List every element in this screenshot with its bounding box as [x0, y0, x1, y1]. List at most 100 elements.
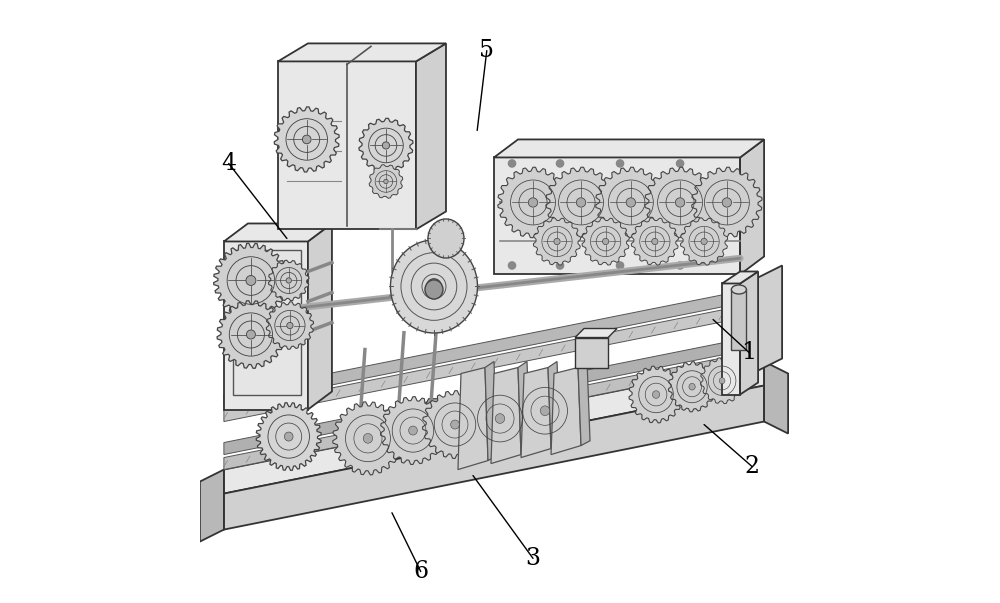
Text: 6: 6 [413, 560, 428, 583]
Polygon shape [692, 167, 762, 238]
Circle shape [508, 262, 516, 269]
Circle shape [287, 323, 293, 329]
Polygon shape [391, 412, 416, 421]
Polygon shape [278, 62, 416, 230]
Circle shape [554, 238, 560, 245]
Ellipse shape [719, 377, 725, 384]
Polygon shape [224, 286, 764, 406]
Polygon shape [416, 43, 446, 230]
Polygon shape [629, 366, 683, 423]
Circle shape [384, 179, 388, 184]
Circle shape [382, 142, 390, 149]
Polygon shape [214, 243, 288, 318]
Polygon shape [485, 362, 497, 461]
Polygon shape [200, 470, 224, 541]
Polygon shape [423, 391, 487, 458]
Polygon shape [224, 241, 308, 409]
Polygon shape [224, 302, 764, 421]
Circle shape [556, 262, 564, 269]
Polygon shape [359, 118, 413, 172]
Polygon shape [740, 139, 764, 274]
Ellipse shape [540, 406, 550, 415]
Polygon shape [224, 335, 764, 455]
Polygon shape [266, 302, 314, 349]
Polygon shape [533, 218, 581, 265]
Circle shape [722, 198, 732, 207]
Circle shape [246, 276, 256, 285]
Circle shape [616, 160, 624, 167]
Polygon shape [582, 218, 629, 265]
Polygon shape [278, 43, 446, 62]
Circle shape [676, 262, 684, 269]
Ellipse shape [396, 289, 424, 320]
Polygon shape [752, 265, 782, 373]
Ellipse shape [284, 432, 293, 441]
Polygon shape [233, 250, 301, 394]
Circle shape [676, 160, 684, 167]
Polygon shape [494, 139, 764, 157]
Polygon shape [333, 402, 403, 475]
Polygon shape [645, 167, 715, 238]
Polygon shape [224, 362, 764, 494]
Ellipse shape [363, 434, 373, 443]
Polygon shape [722, 283, 740, 394]
Polygon shape [498, 167, 568, 238]
Polygon shape [548, 362, 560, 449]
Polygon shape [551, 367, 581, 455]
Circle shape [576, 198, 586, 207]
Ellipse shape [495, 414, 505, 423]
Circle shape [602, 238, 609, 245]
Polygon shape [274, 107, 339, 172]
Circle shape [508, 160, 516, 167]
Polygon shape [764, 362, 788, 434]
Polygon shape [256, 403, 321, 470]
Ellipse shape [731, 285, 746, 294]
Text: 1: 1 [742, 341, 757, 364]
Polygon shape [217, 301, 285, 368]
Polygon shape [465, 382, 535, 455]
Polygon shape [224, 224, 332, 241]
Ellipse shape [390, 240, 477, 333]
Circle shape [528, 198, 538, 207]
Circle shape [246, 330, 255, 339]
Polygon shape [308, 224, 332, 409]
Ellipse shape [689, 384, 695, 390]
Text: 4: 4 [221, 152, 236, 175]
Circle shape [616, 262, 624, 269]
Polygon shape [668, 362, 716, 412]
Polygon shape [458, 367, 488, 470]
Polygon shape [575, 329, 617, 338]
Polygon shape [491, 367, 521, 464]
Text: 2: 2 [745, 455, 760, 478]
Circle shape [302, 135, 311, 144]
Polygon shape [380, 397, 445, 464]
Text: 5: 5 [479, 39, 494, 62]
Polygon shape [575, 338, 608, 367]
Polygon shape [424, 399, 449, 408]
Circle shape [675, 198, 685, 207]
Polygon shape [631, 218, 678, 265]
Ellipse shape [428, 219, 464, 258]
Ellipse shape [425, 280, 443, 299]
Circle shape [626, 198, 636, 207]
Polygon shape [518, 362, 530, 455]
Polygon shape [369, 165, 403, 198]
Ellipse shape [451, 420, 459, 429]
Ellipse shape [409, 426, 417, 435]
Polygon shape [596, 167, 666, 238]
Polygon shape [680, 218, 728, 265]
Polygon shape [494, 157, 740, 274]
Ellipse shape [652, 391, 660, 399]
Polygon shape [731, 289, 746, 350]
Circle shape [556, 160, 564, 167]
Polygon shape [578, 362, 590, 446]
Circle shape [286, 278, 291, 283]
Ellipse shape [426, 279, 441, 294]
Polygon shape [546, 167, 616, 238]
Polygon shape [521, 367, 551, 458]
Polygon shape [224, 385, 764, 529]
Polygon shape [740, 271, 758, 394]
Polygon shape [510, 374, 580, 447]
Circle shape [701, 238, 707, 245]
Polygon shape [352, 429, 377, 438]
